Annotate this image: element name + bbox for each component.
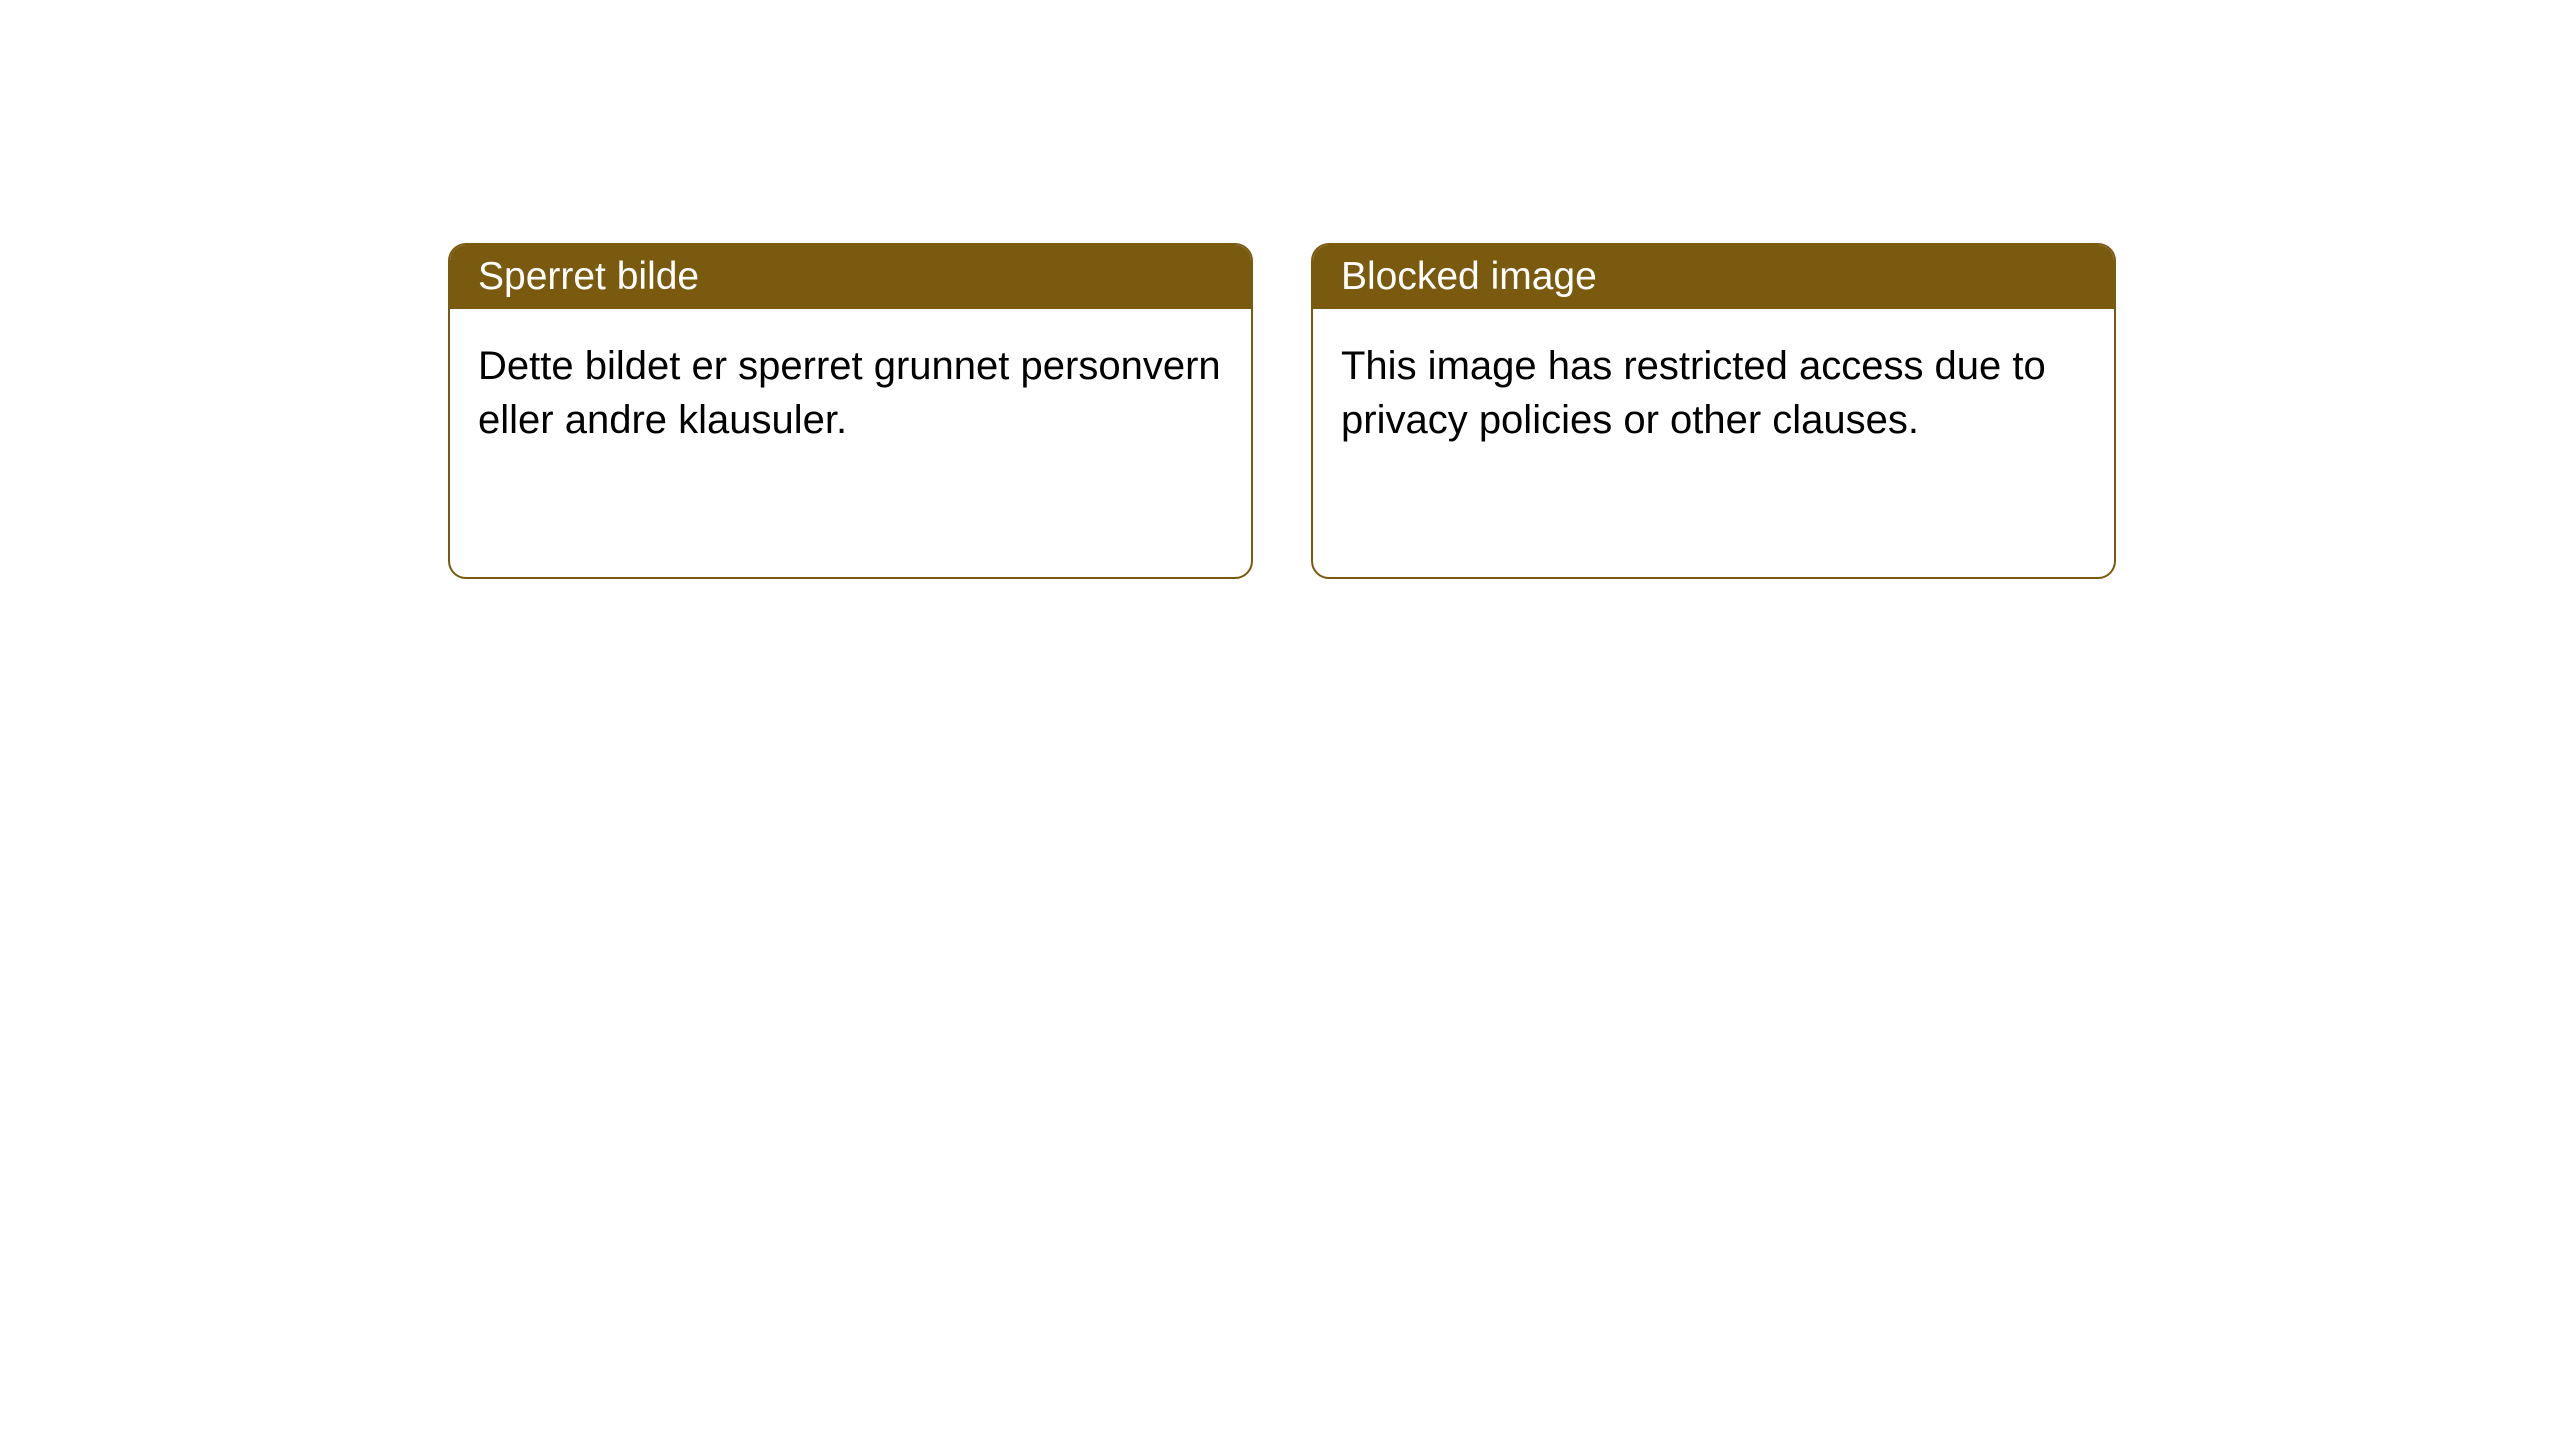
notice-cards-container: Sperret bilde Dette bildet er sperret gr… — [448, 243, 2116, 579]
card-body: This image has restricted access due to … — [1313, 309, 2114, 477]
card-header: Sperret bilde — [450, 245, 1251, 309]
notice-card-norwegian: Sperret bilde Dette bildet er sperret gr… — [448, 243, 1253, 579]
notice-card-english: Blocked image This image has restricted … — [1311, 243, 2116, 579]
card-body: Dette bildet er sperret grunnet personve… — [450, 309, 1251, 477]
card-header: Blocked image — [1313, 245, 2114, 309]
